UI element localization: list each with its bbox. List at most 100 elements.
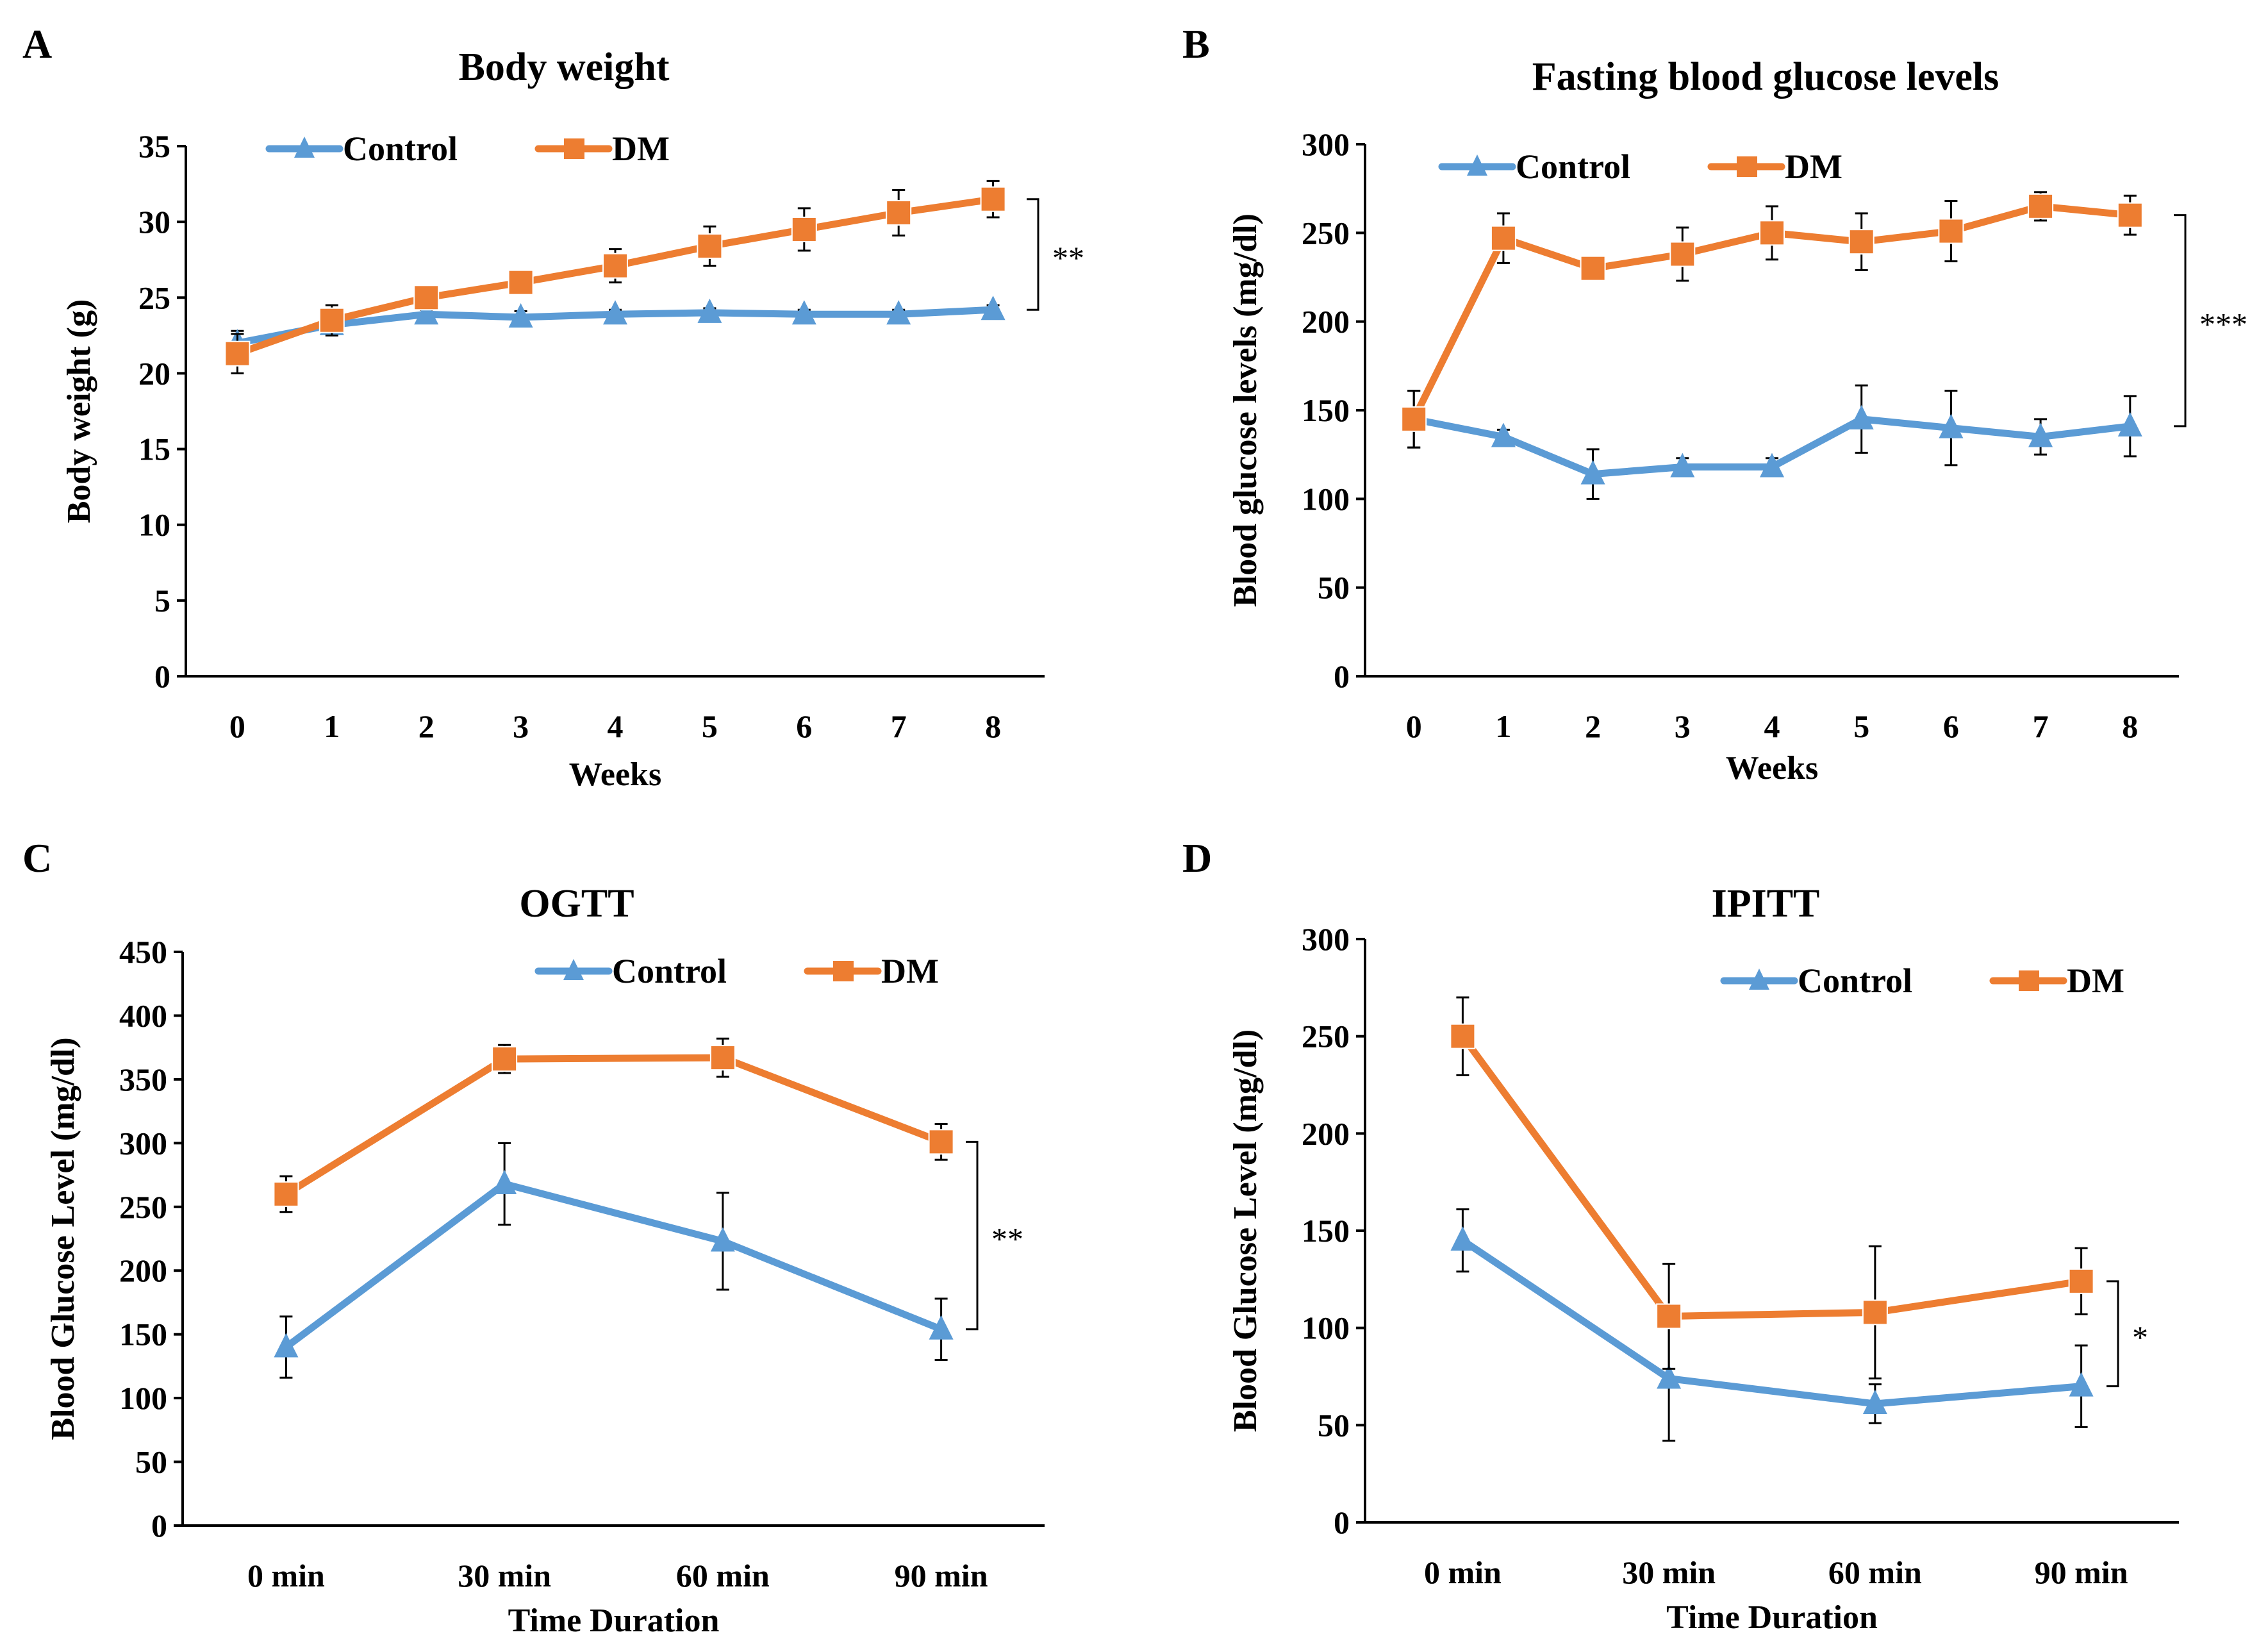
panel-letter: D (1182, 835, 1212, 881)
data-point-triangle (1450, 1226, 1475, 1251)
data-point-triangle (2028, 422, 2053, 447)
data-point-triangle (929, 1315, 954, 1340)
data-point-triangle (1657, 1364, 1682, 1389)
legend-label: DM (612, 129, 670, 168)
y-tick-label: 0 (151, 1508, 167, 1544)
data-point-square (2117, 202, 2143, 228)
legend-label: DM (1785, 147, 1842, 186)
x-tick-label: 1 (1495, 708, 1511, 744)
x-tick-label: 60 min (676, 1558, 770, 1594)
legend-label: DM (2067, 961, 2124, 1000)
data-point-square (1938, 218, 1964, 244)
y-tick-label: 20 (138, 355, 170, 391)
panel-letter: A (22, 21, 52, 67)
series-line (1459, 1034, 2082, 1320)
data-point-square (1656, 1303, 1682, 1329)
panel-letter: C (22, 835, 52, 881)
y-tick-label: 450 (119, 934, 167, 970)
legend-item-dm: DM (534, 129, 670, 168)
y-axis-label: Blood glucose levels (mg/dl) (1227, 213, 1264, 607)
x-axis-label: Weeks (1726, 750, 1818, 787)
y-tick-label: 150 (1302, 1213, 1350, 1249)
significance-label: ** (991, 1221, 1023, 1257)
data-point-square (1848, 229, 1875, 255)
data-point-triangle (508, 303, 533, 328)
legend: Control DM (1438, 147, 1842, 186)
y-tick-label: 250 (1302, 215, 1350, 251)
data-point-triangle (1862, 1389, 1887, 1414)
data-point-triangle (1670, 453, 1695, 478)
data-point-square (886, 199, 912, 226)
y-tick-label: 150 (1302, 392, 1350, 428)
data-point-square (1862, 1299, 1888, 1326)
legend-item-dm: DM (1989, 961, 2124, 1000)
x-tick-label: 3 (1675, 708, 1691, 744)
data-point-square (2068, 1268, 2094, 1294)
data-point-square (980, 186, 1006, 212)
significance-label: ** (1052, 240, 1084, 276)
data-point-square (273, 1181, 299, 1207)
x-axis-label: Weeks (569, 756, 661, 793)
x-tick-label: 4 (608, 708, 624, 744)
data-point-square (2028, 193, 2054, 219)
y-tick-label: 200 (1302, 1115, 1350, 1151)
chart-title: Body weight (459, 46, 670, 89)
chart-panel-d: D IPITT 0 50 100 150 200 250 300 0 min 30 min 60 mi… (1182, 835, 2179, 1636)
legend-item-control: Control (534, 952, 727, 990)
data-point-square (602, 253, 628, 279)
y-tick-label: 15 (138, 431, 170, 467)
data-point-square (1490, 225, 1516, 251)
legend: Control DM (534, 952, 939, 990)
x-tick-label: 0 min (1424, 1554, 1502, 1590)
x-tick-label: 8 (2122, 708, 2138, 744)
y-tick-label: 5 (154, 583, 170, 619)
series-dm (1450, 996, 2094, 1380)
data-point-triangle (274, 1333, 299, 1358)
x-tick-label: 7 (2033, 708, 2049, 744)
data-point-triangle (1491, 422, 1516, 447)
x-tick-label: 0 (229, 708, 245, 744)
legend-square-icon (564, 138, 584, 159)
data-point-triangle (492, 1169, 517, 1194)
data-point-square (1450, 1023, 1476, 1049)
y-tick-label: 250 (119, 1189, 167, 1225)
data-point-square (319, 307, 345, 333)
x-tick-label: 2 (1585, 708, 1601, 744)
y-tick-label: 200 (119, 1253, 167, 1288)
y-tick-label: 100 (1302, 481, 1350, 517)
legend-triangle-icon (294, 137, 315, 158)
y-tick-label: 250 (1302, 1019, 1350, 1054)
series-dm (1401, 191, 2143, 449)
significance-bracket (2174, 214, 2187, 428)
data-point-square (1580, 255, 1606, 281)
x-tick-label: 8 (985, 708, 1001, 744)
legend-square-icon (833, 961, 854, 981)
significance-label: *** (2199, 306, 2247, 342)
panel-letter: B (1182, 21, 1210, 67)
x-tick-label: 6 (796, 708, 812, 744)
y-tick-label: 100 (119, 1380, 167, 1416)
x-tick-label: 90 min (2035, 1554, 2128, 1590)
significance-bracket (1027, 198, 1039, 311)
legend-triangle-icon (1749, 969, 1769, 990)
y-axis-label: Blood Glucose Level (mg/dl) (1227, 1029, 1264, 1432)
y-tick-label: 200 (1302, 304, 1350, 340)
series-dm (273, 1037, 954, 1213)
legend-item-dm: DM (804, 952, 939, 990)
series-line (284, 1054, 943, 1197)
legend-label: Control (1798, 961, 1912, 1000)
x-tick-label: 5 (702, 708, 718, 744)
data-point-square (1759, 220, 1785, 246)
legend-triangle-icon (1467, 154, 1487, 176)
legend-item-control: Control (1438, 147, 1630, 186)
data-point-triangle (1760, 453, 1784, 478)
y-tick-label: 400 (119, 997, 167, 1033)
y-tick-label: 0 (1334, 1504, 1350, 1540)
legend-label: DM (881, 952, 939, 990)
x-tick-label: 60 min (1828, 1554, 1922, 1590)
y-tick-label: 0 (154, 658, 170, 694)
y-tick-label: 0 (1334, 658, 1350, 694)
x-tick-label: 0 (1406, 708, 1422, 744)
